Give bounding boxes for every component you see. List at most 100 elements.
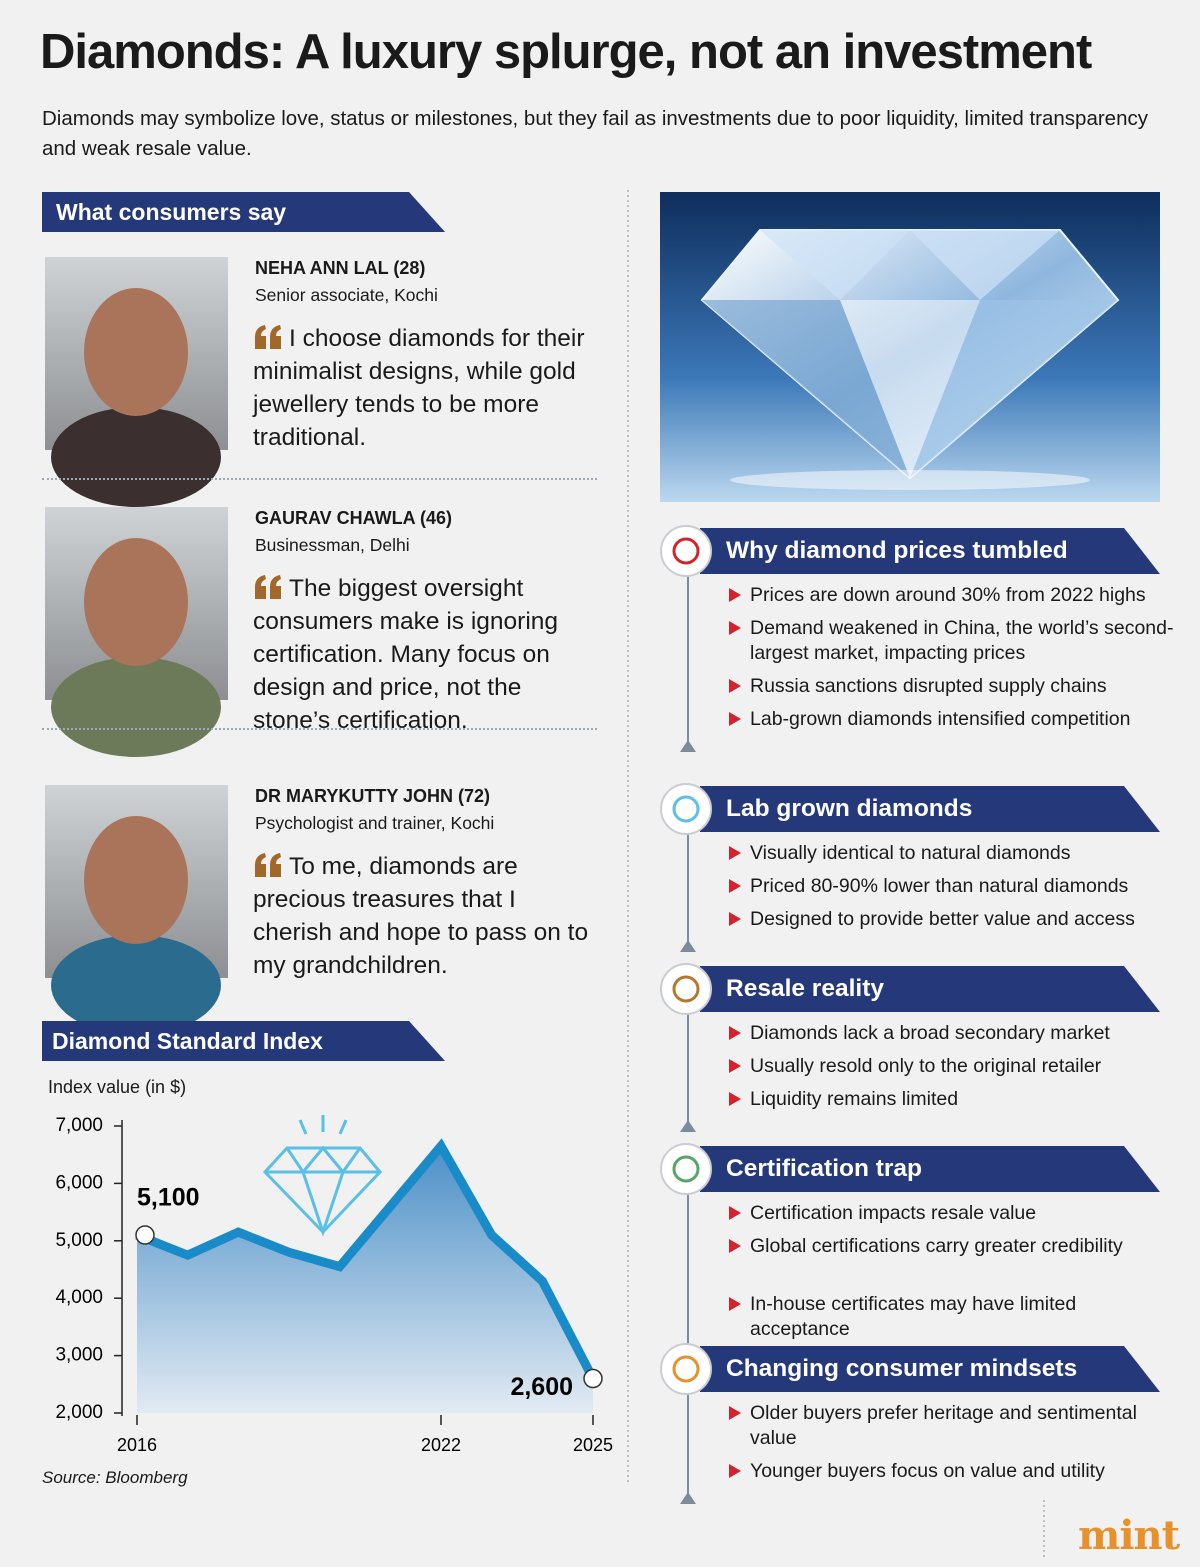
timeline-line <box>687 1386 689 1497</box>
y-tick-label: 4,000 <box>55 1287 103 1308</box>
diamond-photo <box>660 192 1160 502</box>
section-heading: Why diamond prices tumbled <box>700 528 1160 574</box>
area <box>137 1146 593 1413</box>
timeline-line <box>687 1186 689 1355</box>
icon-glyph <box>672 537 700 565</box>
quote-mark <box>253 325 283 349</box>
portrait-face <box>84 538 188 666</box>
y-tick-label: 7,000 <box>55 1115 103 1136</box>
bullet-marker <box>729 1206 741 1220</box>
person-quote: To me, diamonds are precious treasures t… <box>253 853 589 979</box>
bullet-text: Designed to provide better value and acc… <box>750 908 1135 930</box>
bullet-marker <box>729 1092 741 1106</box>
bullet-text: Older buyers prefer heritage and sentime… <box>750 1402 1137 1449</box>
chart-heading: Diamond Standard Index <box>42 1021 445 1061</box>
brand-logo: mint <box>1078 1512 1180 1559</box>
y-axis-label: Index value (in $) <box>48 1077 187 1097</box>
section-heading: Changing consumer mindsets <box>700 1346 1160 1392</box>
bullet-marker <box>729 621 741 635</box>
bullet-marker <box>729 1026 741 1040</box>
quote-glyph <box>255 853 281 877</box>
section-icon <box>660 783 712 835</box>
person-name: GAURAV CHAWLA (46) <box>255 508 452 528</box>
person-role: Senior associate, Kochi <box>255 285 438 305</box>
value-label: 2,600 <box>510 1373 573 1401</box>
bullet-marker <box>729 1406 741 1420</box>
quote-glyph <box>255 325 281 349</box>
timeline-end <box>680 940 696 952</box>
section-heading: Certification trap <box>700 1146 1160 1192</box>
bullet-text: Usually resold only to the original reta… <box>750 1055 1102 1077</box>
x-tick-label: 2016 <box>117 1435 157 1455</box>
icon-glyph <box>672 975 700 1003</box>
subtitle: Diamonds may symbolize love, status or m… <box>42 107 1148 160</box>
timeline-line <box>687 826 689 945</box>
portrait <box>45 507 228 757</box>
bullet-marker <box>729 712 741 726</box>
portrait <box>45 257 228 507</box>
bullet-marker <box>729 1239 741 1253</box>
bullet-marker <box>729 846 741 860</box>
y-tick-label: 3,000 <box>55 1345 103 1366</box>
bullet-text: Priced 80-90% lower than natural diamond… <box>750 875 1129 897</box>
bullet-marker <box>729 1297 741 1311</box>
bullet-text: Younger buyers focus on value and utilit… <box>750 1460 1105 1482</box>
timeline-end <box>680 1120 696 1132</box>
icon-glyph <box>672 1355 700 1383</box>
person-name: NEHA ANN LAL (28) <box>255 258 426 278</box>
y-tick-label: 6,000 <box>55 1172 103 1193</box>
section-icon <box>660 1143 712 1195</box>
chart-diamond-icon <box>262 1115 383 1237</box>
bullet-marker <box>729 1059 741 1073</box>
timeline-end <box>680 740 696 752</box>
title: Diamonds: A luxury splurge, not an inves… <box>40 25 1092 79</box>
icon-glyph <box>672 795 700 823</box>
bullet-marker <box>729 879 741 893</box>
icon-glyph <box>672 1155 700 1183</box>
bullet-marker <box>729 588 741 602</box>
bullet-text: Prices are down around 30% from 2022 hig… <box>750 584 1146 606</box>
portrait <box>45 785 228 1035</box>
quote-glyph <box>255 575 281 599</box>
quote-mark <box>253 853 283 877</box>
line <box>135 1138 597 1381</box>
bullet-text: In-house certificates may have limited a… <box>750 1293 1077 1340</box>
bullet-marker <box>729 679 741 693</box>
bullet-text: Diamonds lack a broad secondary market <box>750 1022 1110 1044</box>
timeline-line <box>687 568 689 745</box>
x-tick-label: 2025 <box>573 1435 613 1455</box>
x-tick-label: 2022 <box>421 1435 461 1455</box>
value-label: 5,100 <box>137 1184 200 1212</box>
bullet-text: Liquidity remains limited <box>750 1088 959 1110</box>
person-role: Psychologist and trainer, Kochi <box>255 813 495 833</box>
quote-mark <box>253 575 283 599</box>
portrait-body <box>51 407 221 507</box>
section-icon <box>660 1343 712 1395</box>
source: Source: Bloomberg <box>42 1468 188 1487</box>
y-tick-label: 5,000 <box>55 1230 103 1251</box>
person-quote: The biggest oversight consumers make is … <box>253 575 559 734</box>
separator <box>42 478 597 480</box>
bullet-text: Visually identical to natural diamonds <box>750 842 1071 864</box>
portrait-body <box>51 657 221 757</box>
y-tick-label: 2,000 <box>55 1402 103 1423</box>
point <box>583 1368 603 1389</box>
bullet-marker <box>729 912 741 926</box>
portrait-body <box>51 935 221 1035</box>
bullet-text: Certification impacts resale value <box>750 1202 1037 1224</box>
section-icon <box>660 525 712 577</box>
timeline-end <box>680 1492 696 1504</box>
bullet-text: Global certifications carry greater cred… <box>750 1235 1123 1257</box>
bullet-marker <box>729 1464 741 1478</box>
consumers-heading: What consumers say <box>42 192 445 232</box>
point <box>135 1225 155 1245</box>
bullet-text: Demand weakened in China, the world’s se… <box>750 617 1174 664</box>
section-icon <box>660 963 712 1015</box>
bullet-text: Lab-grown diamonds intensified competiti… <box>750 708 1131 730</box>
bullet-text: Russia sanctions disrupted supply chains <box>750 675 1107 697</box>
separator <box>42 728 597 730</box>
person-name: DR MARYKUTTY JOHN (72) <box>255 786 491 806</box>
timeline-line <box>687 1006 689 1125</box>
